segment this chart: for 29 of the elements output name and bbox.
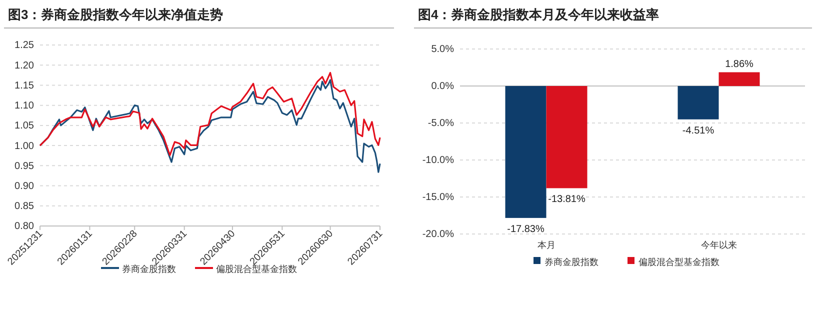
y-tick-label: -15.0% <box>422 192 454 204</box>
y-tick-label: 0.0% <box>431 81 454 92</box>
y-tick-label: 0.85 <box>14 201 34 212</box>
y-tick-label: 1.10 <box>14 100 34 112</box>
data-label: -4.51% <box>682 125 714 136</box>
y-tick-label: -5.0% <box>428 118 454 130</box>
legend-label: 偏股混合型基金指数 <box>216 264 297 275</box>
line-series <box>39 72 381 156</box>
data-label: -13.81% <box>548 194 586 206</box>
y-tick-label: 1.20 <box>14 60 34 72</box>
y-tick-label: 0.90 <box>14 180 34 192</box>
y-tick-label: -10.0% <box>422 155 454 166</box>
legend-label: 券商金股指数 <box>122 264 176 275</box>
y-tick-label: 1.00 <box>14 140 34 152</box>
y-tick-label: 0.95 <box>14 160 34 172</box>
data-label: -17.83% <box>507 224 544 235</box>
chart-title: 图3：券商金股指数今年以来净值走势 <box>8 7 224 22</box>
legend-label: 偏股混合型基金指数 <box>638 257 720 268</box>
y-tick-label: 0.80 <box>14 221 34 232</box>
y-tick-label: -20.0% <box>422 229 454 240</box>
legend-label: 券商金股指数 <box>544 257 598 268</box>
y-tick-label: 1.15 <box>14 80 34 92</box>
y-tick-label: 5.0% <box>431 44 454 56</box>
chart-title: 图4：券商金股指数本月及今年以来收益率 <box>418 7 660 22</box>
y-tick-label: 1.25 <box>14 40 34 52</box>
data-label: 1.86% <box>725 59 754 70</box>
x-tick-label: 今年以来 <box>700 240 737 251</box>
x-tick-label: 本月 <box>537 240 556 251</box>
y-tick-label: 1.05 <box>14 120 34 132</box>
